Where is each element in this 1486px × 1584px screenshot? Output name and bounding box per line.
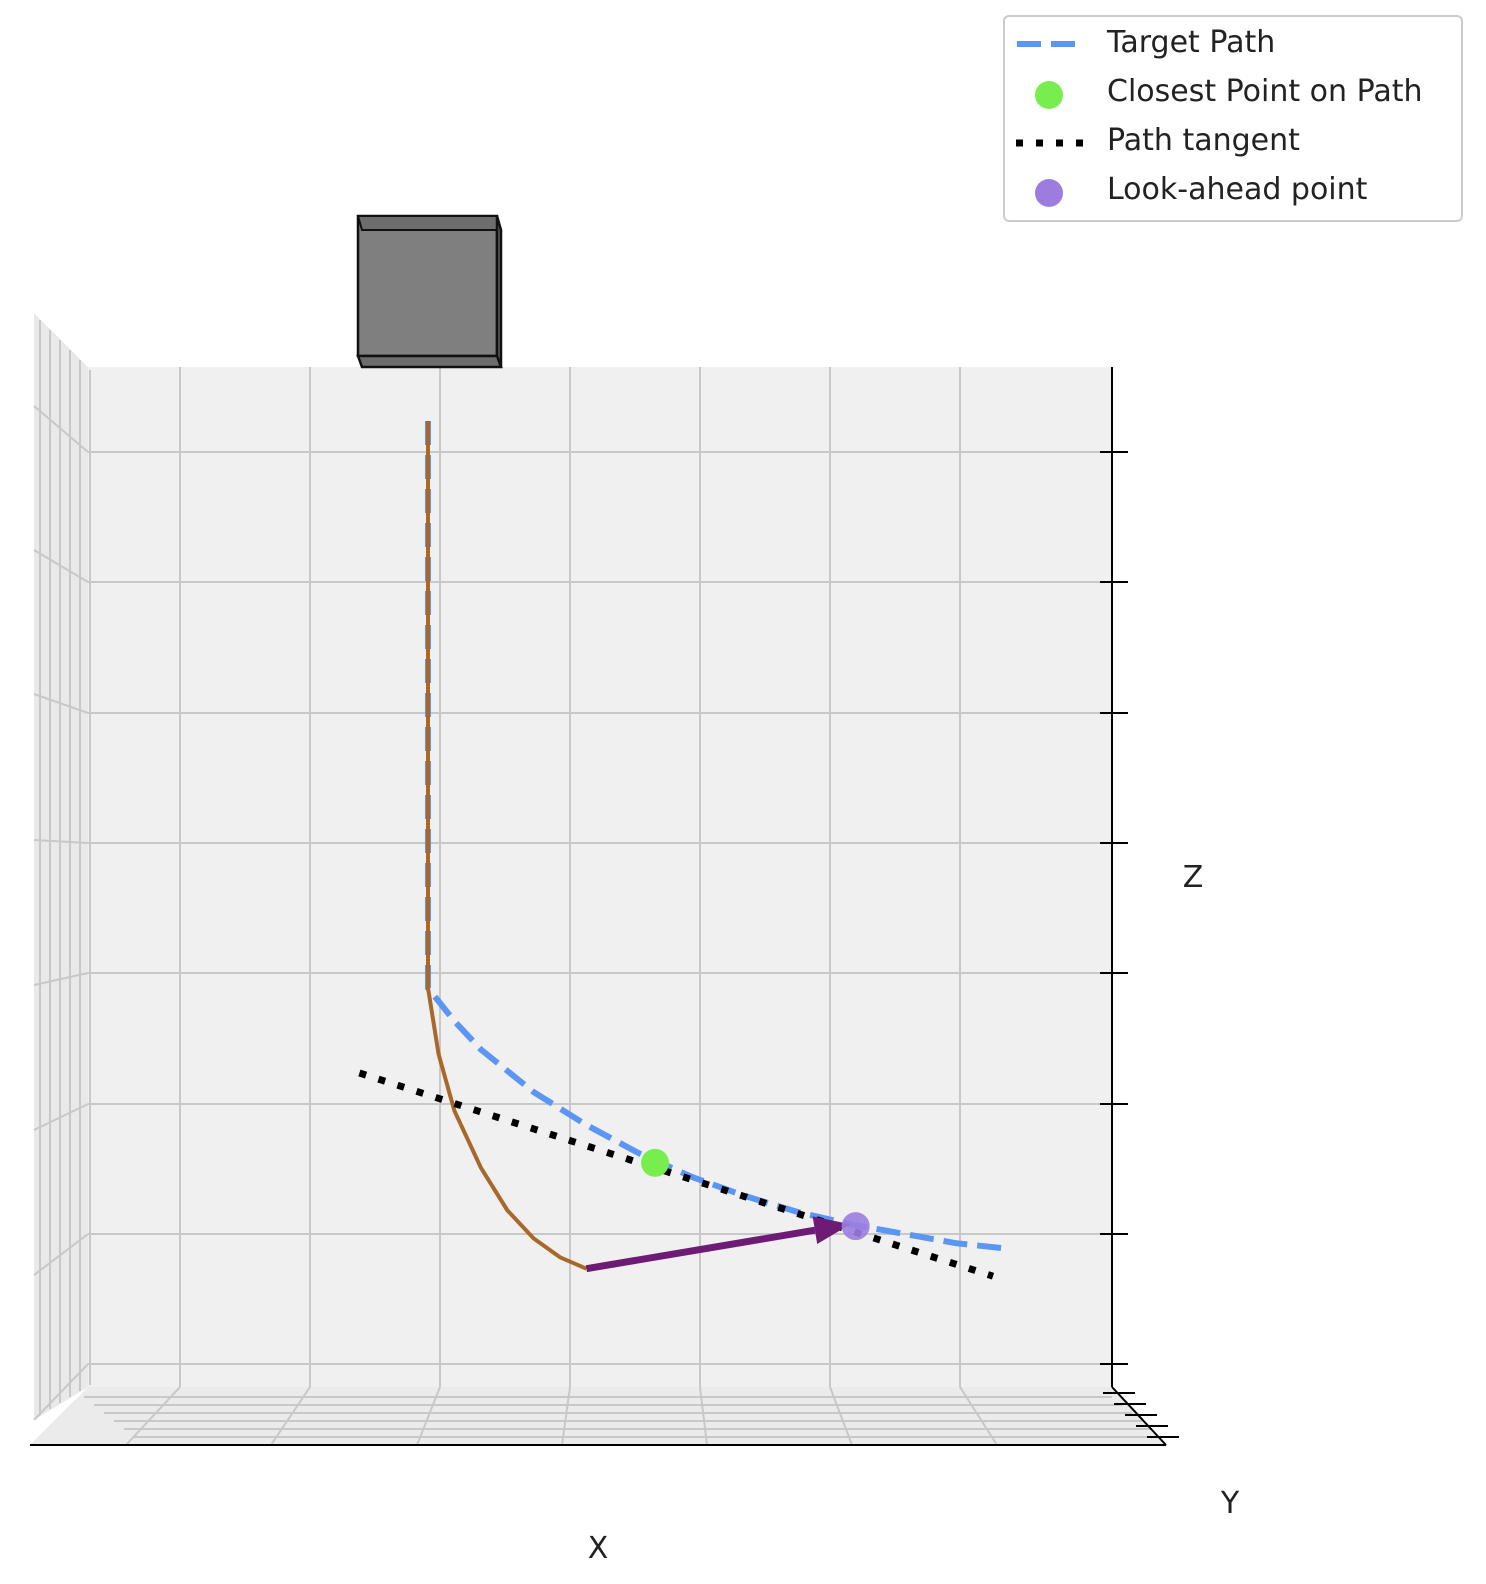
- obstacle-box: [356, 214, 503, 369]
- heading-arrow-shaft: [585, 1226, 816, 1273]
- actual-path-line: [426, 421, 588, 1271]
- heading-arrow: [585, 1216, 851, 1273]
- box-front-face: [356, 214, 499, 358]
- back-pane: [88, 367, 1112, 1387]
- legend-swatch-closest-point: [1035, 81, 1063, 109]
- legend-label-closest-point: Closest Point on Path: [1107, 74, 1422, 109]
- floor-pane: [30, 1387, 1166, 1445]
- z-axis-label: Z: [1183, 860, 1204, 895]
- axes-lines: [30, 367, 1179, 1446]
- heading-arrow-head: [812, 1216, 851, 1244]
- lookahead-point-marker: [841, 1212, 870, 1241]
- legend-frame: [1003, 15, 1463, 222]
- legend-swatch-lookahead-point: [1035, 179, 1063, 207]
- legend-label-target-path: Target Path: [1106, 25, 1275, 60]
- legend: Target Path Closest Point on Path Path t…: [1003, 15, 1463, 222]
- y-axis-label: Y: [1220, 1486, 1240, 1521]
- closest-point-marker: [641, 1148, 670, 1177]
- grid-lines: [33, 320, 1162, 1446]
- box-side-face: [495, 215, 503, 368]
- x-axis-label: X: [588, 1531, 609, 1566]
- box-top-face: [356, 215, 503, 231]
- legend-label-lookahead-point: Look-ahead point: [1107, 172, 1368, 207]
- legend-label-path-tangent: Path tangent: [1107, 123, 1300, 158]
- box-bottom-face: [356, 354, 503, 369]
